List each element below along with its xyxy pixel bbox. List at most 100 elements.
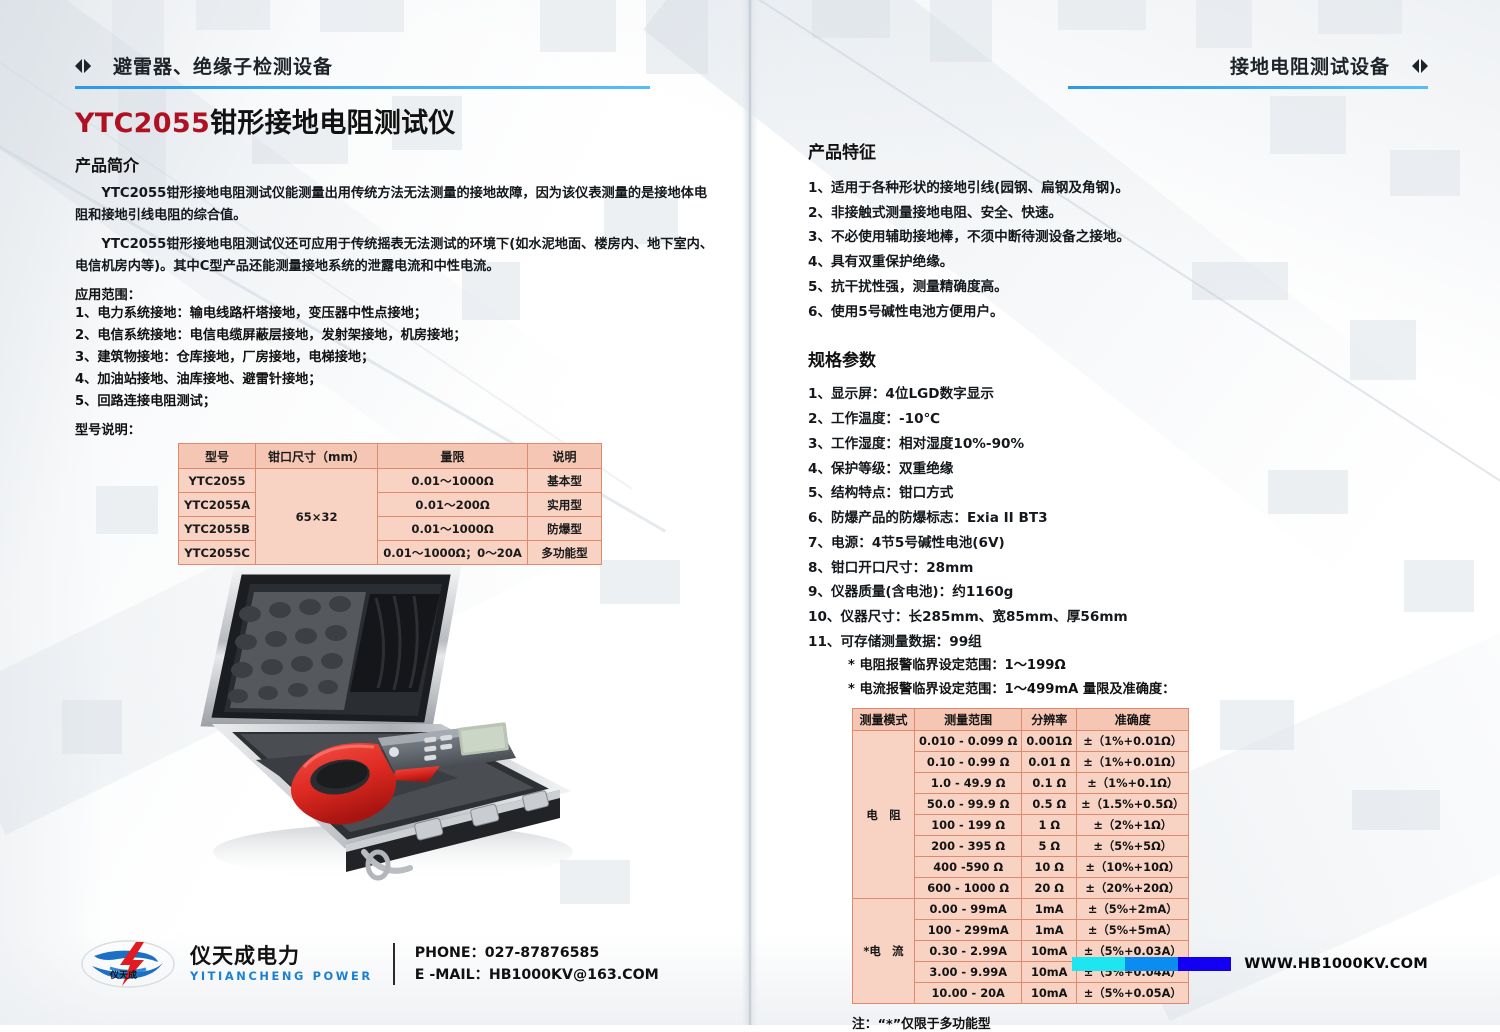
specs-heading: 规格参数 bbox=[808, 351, 876, 372]
bg-block bbox=[1352, 790, 1440, 830]
feature-item: 5、抗干扰性强，测量精确度高。 bbox=[808, 278, 1008, 295]
cell-range: 0.30 - 2.99A bbox=[913, 940, 1023, 963]
header-left-category: 避雷器、绝缘子检测设备 bbox=[75, 52, 333, 79]
cell-resolution: 20 Ω bbox=[1021, 877, 1078, 900]
cell-accuracy: ±（10%+10Ω） bbox=[1076, 856, 1190, 879]
cell-accuracy: ±（20%+20Ω） bbox=[1076, 877, 1190, 900]
spec-item: 1、显示屏：4位LGD数字显示 bbox=[808, 386, 994, 403]
bg-block bbox=[600, 560, 680, 604]
col-header-mode: 测量模式 bbox=[852, 708, 915, 732]
cell-resolution: 5 Ω bbox=[1021, 835, 1078, 858]
bg-block bbox=[1350, 320, 1416, 380]
feature-item: 6、使用5号碱性电池方便用户。 bbox=[808, 303, 1004, 320]
chevron-left-icon bbox=[1412, 58, 1428, 73]
svg-text:仪天成: 仪天成 bbox=[109, 969, 137, 981]
cell-resolution: 10mA bbox=[1021, 961, 1078, 984]
color-bars bbox=[1072, 956, 1232, 971]
cell-resolution: 0.1 Ω bbox=[1021, 772, 1078, 795]
col-header-range: 量限 bbox=[377, 443, 529, 470]
spec-item: 6、防爆产品的防爆标志：Exia II BT3 bbox=[808, 510, 1048, 527]
scope-item: 5、回路连接电阻测试； bbox=[75, 394, 217, 410]
bg-block bbox=[1404, 560, 1474, 612]
col-header-jaw: 钳口尺寸（mm） bbox=[255, 443, 379, 470]
cell-resolution: 1 Ω bbox=[1021, 814, 1078, 837]
col-header-resolution: 分辨率 bbox=[1021, 708, 1078, 732]
cell-range: 0.010 - 0.099 Ω bbox=[913, 730, 1023, 753]
spec-item: 7、电源：4节5号碱性电池(6V) bbox=[808, 534, 1005, 551]
spec-sub-item: * 电阻报警临界设定范围：1～199Ω bbox=[848, 658, 1066, 674]
color-bar-cyan bbox=[1072, 956, 1126, 971]
feature-item: 3、不必使用辅助接地棒，不须中断待测设备之接地。 bbox=[808, 229, 1131, 246]
company-logo-icon: 仪天成 bbox=[81, 940, 175, 988]
cell-range: 0.01～1000Ω bbox=[377, 468, 529, 494]
cell-resolution: 0.01 Ω bbox=[1021, 751, 1078, 774]
cell-resolution: 10mA bbox=[1021, 940, 1078, 963]
range-table-note: 注：“*”仅限于多功能型 bbox=[852, 1017, 991, 1032]
table-row: 200 - 395 Ω 5 Ω ±（5%+5Ω） bbox=[853, 835, 1190, 858]
cell-range: 400 -590 Ω bbox=[913, 856, 1023, 879]
bg-block bbox=[540, 0, 616, 52]
cell-range: 1.0 - 49.9 Ω bbox=[913, 772, 1023, 795]
table-row: YTC2055B 0.01～1000Ω 防爆型 bbox=[177, 516, 603, 542]
cell-desc: 基本型 bbox=[527, 468, 603, 494]
cell-accuracy: ±（5%+2mA） bbox=[1076, 898, 1190, 921]
model-label: 型号说明： bbox=[75, 423, 141, 439]
spec-item: 11、可存储测量数据：99组 bbox=[808, 633, 982, 650]
cell-range: 200 - 395 Ω bbox=[913, 835, 1023, 858]
contact-block: PHONE：027-87876585 E -MAIL：HB1000KV@163.… bbox=[415, 942, 659, 986]
bg-block bbox=[118, 86, 166, 196]
product-photo bbox=[200, 565, 573, 881]
scope-label: 应用范围： bbox=[75, 287, 141, 303]
cell-accuracy: ±（1.5%+0.5Ω） bbox=[1076, 793, 1190, 816]
cell-range: 100 - 299mA bbox=[913, 919, 1023, 942]
bg-block bbox=[96, 486, 158, 534]
cell-accuracy: ±（1%+0.01Ω） bbox=[1076, 751, 1190, 774]
bg-block bbox=[462, 262, 520, 320]
bg-block bbox=[1058, 0, 1146, 30]
cell-accuracy: ±（5%+5Ω） bbox=[1076, 835, 1190, 858]
cell-model: YTC2055A bbox=[177, 492, 257, 518]
company-name-en: YITIANCHENG POWER bbox=[190, 969, 373, 984]
chevron-right-icon bbox=[75, 58, 91, 73]
bg-block bbox=[930, 0, 992, 62]
cell-resolution: 1mA bbox=[1021, 919, 1078, 942]
footer-left: 仪天成 仪天成电力 YITIANCHENG POWER PHONE：027-87… bbox=[80, 938, 659, 990]
footer-divider bbox=[392, 943, 395, 985]
header-left-label: 避雷器、绝缘子检测设备 bbox=[113, 56, 334, 78]
cell-resolution: 0.5 Ω bbox=[1021, 793, 1078, 816]
cell-model: YTC2055B bbox=[177, 516, 257, 542]
col-header-accuracy: 准确度 bbox=[1076, 708, 1190, 732]
bg-block bbox=[812, 0, 890, 38]
spec-item: 8、钳口开口尺寸：28mm bbox=[808, 559, 974, 576]
table-row: 0.30 - 2.99A 10mA ±（5%+0.03A） bbox=[853, 940, 1190, 963]
bg-block bbox=[1196, 0, 1252, 48]
header-right-label: 接地电阻测试设备 bbox=[1229, 56, 1390, 78]
cell-range: 0.01～1000Ω；0～20A bbox=[377, 540, 529, 566]
page-fold-gutter bbox=[742, 0, 758, 1025]
spec-item: 5、结构特点：钳口方式 bbox=[808, 485, 954, 502]
spec-item: 3、工作湿度：相对湿度10%-90% bbox=[808, 435, 1025, 452]
cell-range: 50.0 - 99.9 Ω bbox=[913, 793, 1023, 816]
intro-heading: 产品简介 bbox=[75, 155, 140, 175]
table-row: 1.0 - 49.9 Ω 0.1 Ω ±（1%+0.1Ω） bbox=[853, 772, 1190, 795]
cell-range: 0.10 - 0.99 Ω bbox=[913, 751, 1023, 774]
cell-range: 3.00 - 9.99A bbox=[913, 961, 1023, 984]
footer-right: WWW.HB1000KV.COM bbox=[1072, 955, 1428, 972]
table-row: YTC2055A 0.01～200Ω 实用型 bbox=[177, 492, 603, 518]
spec-item: 9、仪器质量(含电池)：约1160g bbox=[808, 584, 1014, 601]
cell-range: 100 - 199 Ω bbox=[913, 814, 1023, 837]
spec-item: 4、保护等级：双重绝缘 bbox=[808, 460, 954, 477]
bg-block bbox=[1268, 470, 1348, 514]
cell-resolution: 1mA bbox=[1021, 898, 1078, 921]
cell-accuracy: ±（2%+1Ω） bbox=[1076, 814, 1190, 837]
header-right-category: 接地电阻测试设备 bbox=[1230, 52, 1428, 79]
cell-accuracy: ±（5%+0.05A） bbox=[1076, 982, 1190, 1005]
bg-block bbox=[252, 120, 348, 164]
bg-block bbox=[392, 96, 462, 150]
bg-block bbox=[604, 198, 678, 244]
left-column: YTC2055钳形接地电阻测试仪 产品简介 YTC2055钳形接地电阻测试仪能测… bbox=[75, 108, 715, 566]
cell-range: 10.00 - 20A bbox=[913, 982, 1023, 1005]
spec-item: 10、仪器尺寸：长285mm、宽85mm、厚56mm bbox=[808, 609, 1128, 626]
website-url[interactable]: WWW.HB1000KV.COM bbox=[1244, 955, 1428, 972]
